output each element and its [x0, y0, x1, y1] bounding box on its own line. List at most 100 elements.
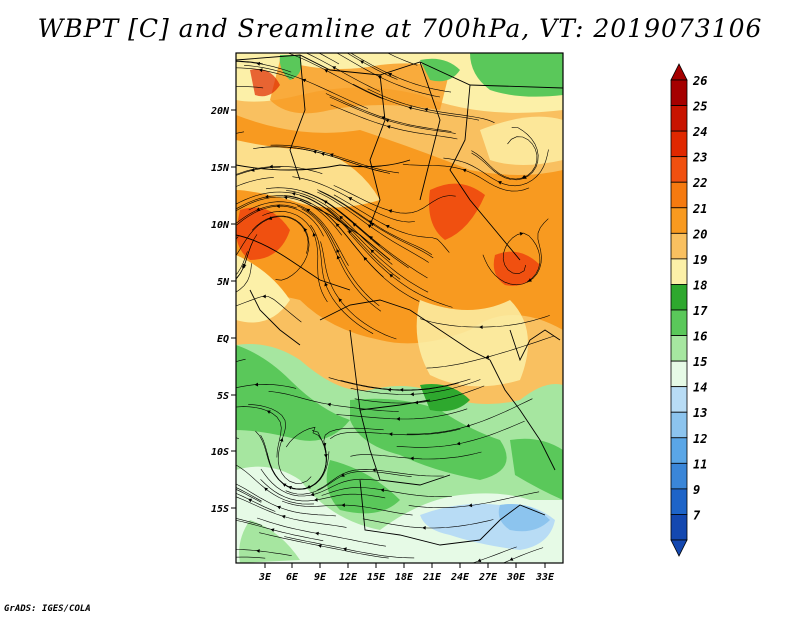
streamline	[236, 487, 262, 502]
streamline-arrow	[369, 236, 374, 240]
streamline	[336, 408, 468, 420]
streamline	[244, 65, 369, 109]
streamline	[336, 53, 441, 98]
streamline-arrow	[381, 116, 385, 120]
streamline-arrow	[340, 473, 345, 477]
streamline	[236, 483, 336, 517]
streamline	[406, 398, 533, 435]
colorbar-label: 22	[692, 176, 707, 190]
lat-tick-label: 5N	[217, 277, 230, 288]
streamline	[236, 437, 239, 439]
streamline	[236, 549, 292, 556]
colorbar-swatch	[670, 130, 688, 158]
streamline	[260, 468, 380, 497]
colorbar-label: 9	[693, 483, 700, 497]
streamline-arrow	[258, 68, 263, 73]
streamline-arrow	[341, 503, 345, 508]
streamline-arrow	[327, 402, 331, 407]
streamline	[318, 53, 340, 65]
streamline	[236, 518, 263, 526]
lon-tick-label: 27E	[478, 572, 498, 583]
streamline-arrow	[306, 484, 311, 489]
streamline	[265, 187, 380, 246]
streamline	[329, 96, 456, 134]
streamline-arrow	[277, 505, 281, 510]
streamline	[408, 491, 540, 508]
streamline-arrow	[242, 265, 246, 270]
streamline	[236, 493, 276, 512]
streamline-arrow	[385, 118, 390, 123]
streamline	[236, 251, 248, 276]
colorbar-label: 15	[693, 355, 707, 369]
streamline	[367, 88, 495, 123]
streamline-arrow	[268, 216, 273, 220]
streamline	[236, 406, 282, 458]
lon-tick-label: 12E	[339, 572, 358, 583]
streamline-arrow	[468, 503, 473, 508]
streamline	[328, 377, 459, 391]
streamline	[260, 479, 386, 502]
streamline-arrow	[332, 66, 337, 70]
streamline	[317, 191, 429, 263]
streamline	[327, 207, 429, 293]
lat-tick-label: EQ	[217, 334, 229, 345]
lon-tick-label: 24E	[450, 572, 470, 583]
streamline	[325, 93, 452, 132]
streamline	[352, 83, 480, 121]
colorbar-label: 25	[692, 100, 707, 114]
colorbar-label: 19	[693, 253, 707, 267]
streamline	[261, 146, 390, 174]
streamline	[319, 190, 434, 259]
streamline-arrow	[367, 224, 372, 229]
colorbar-label: 14	[693, 381, 707, 395]
colorbar-label: 23	[692, 151, 707, 165]
colorbar-swatch	[670, 360, 688, 388]
streamline-arrow	[343, 547, 347, 552]
streamline-arrow	[377, 75, 382, 80]
lat-tick-label: 5S	[217, 391, 229, 402]
streamline-arrow	[396, 417, 400, 421]
streamline	[285, 190, 393, 265]
streamline-arrow	[283, 195, 288, 200]
streamline	[255, 430, 330, 490]
streamline-arrow	[370, 249, 375, 254]
streamline-arrow	[339, 215, 344, 220]
lat-tick-label: 15S	[211, 504, 229, 515]
streamline	[236, 241, 254, 280]
streamline	[236, 519, 324, 542]
streamline	[333, 185, 456, 214]
streamline-arrow	[521, 174, 526, 179]
streamline	[396, 420, 525, 448]
streamline-arrow	[410, 456, 414, 461]
streamline-arrow	[385, 224, 390, 229]
streamline	[301, 208, 382, 312]
streamline-arrow	[270, 528, 275, 532]
streamline	[350, 379, 481, 395]
colorbar-label: 16	[693, 330, 707, 344]
streamline-arrow	[320, 152, 325, 156]
streamline	[292, 176, 415, 223]
streamline	[284, 195, 384, 278]
streamline-arrow	[485, 354, 490, 359]
streamline-arrow	[324, 69, 329, 73]
streamline	[471, 136, 538, 180]
streamline	[236, 177, 274, 187]
colorbar-label: 18	[693, 278, 707, 292]
streamline-arrow	[281, 515, 286, 519]
streamline	[310, 224, 374, 334]
colorbar-swatch	[670, 232, 688, 260]
streamline	[402, 163, 530, 192]
streamline-arrow	[264, 487, 268, 492]
streamline	[346, 53, 398, 80]
streamline	[347, 230, 453, 308]
streamline	[317, 469, 444, 491]
colorbar-swatch	[670, 309, 688, 336]
colorbar-swatch	[670, 156, 688, 183]
lon-tick-label: 3E	[258, 572, 272, 583]
lon-tick-label: 21E	[422, 572, 442, 583]
streamline-arrow	[477, 558, 482, 563]
lon-tick-label: 9E	[314, 572, 327, 583]
streamline-arrow	[509, 557, 514, 561]
colorbar-swatch	[670, 386, 688, 413]
streamline-arrow	[282, 483, 287, 487]
